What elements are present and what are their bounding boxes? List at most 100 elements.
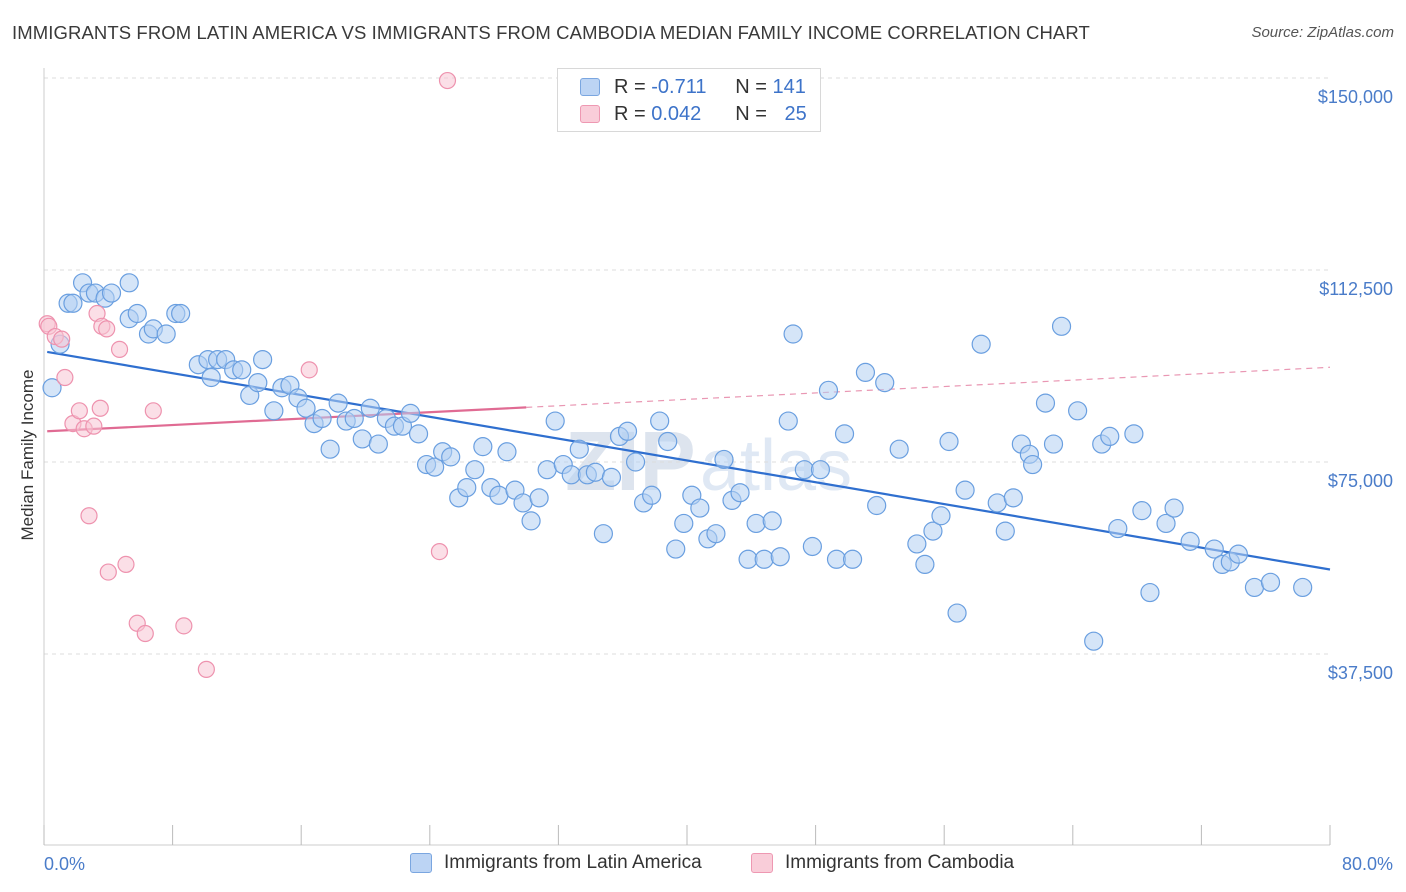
point-latin-america bbox=[987, 493, 1007, 513]
point-latin-america bbox=[1068, 401, 1088, 421]
stats-legend: R = -0.711 N = 141 R = 0.042 N = 25 bbox=[557, 68, 821, 132]
chart-title: IMMIGRANTS FROM LATIN AMERICA VS IMMIGRA… bbox=[12, 22, 1090, 43]
point-cambodia bbox=[80, 507, 98, 525]
point-latin-america bbox=[1260, 572, 1281, 592]
point-latin-america bbox=[101, 283, 122, 303]
y-axis-title: Median Family Income bbox=[18, 369, 37, 540]
point-latin-america bbox=[738, 549, 758, 569]
point-latin-america bbox=[971, 334, 991, 354]
axes bbox=[43, 68, 1331, 846]
point-latin-america bbox=[1108, 518, 1128, 539]
point-latin-america bbox=[441, 447, 461, 467]
point-cambodia bbox=[144, 402, 162, 420]
point-cambodia bbox=[438, 71, 457, 90]
point-latin-america bbox=[794, 460, 814, 480]
series-legend-latin-america: Immigrants from Latin America bbox=[410, 852, 702, 874]
source-credit: Source: ZipAtlas.com bbox=[1251, 24, 1394, 41]
point-latin-america bbox=[826, 549, 847, 569]
point-latin-america bbox=[489, 485, 509, 505]
point-latin-america bbox=[642, 485, 662, 505]
point-latin-america bbox=[1204, 539, 1224, 559]
trend-line-cambodia bbox=[47, 406, 527, 433]
series-legend: Immigrants from Latin America Immigrants… bbox=[0, 852, 1406, 878]
point-latin-america bbox=[232, 360, 252, 380]
point-cambodia bbox=[99, 563, 117, 581]
point-latin-america bbox=[248, 373, 268, 393]
point-latin-america bbox=[63, 293, 83, 313]
point-cambodia bbox=[53, 330, 71, 348]
point-cambodia bbox=[430, 542, 449, 561]
point-latin-america bbox=[810, 460, 831, 480]
point-latin-america bbox=[457, 478, 477, 498]
point-latin-america bbox=[650, 411, 670, 431]
point-latin-america bbox=[1164, 498, 1184, 518]
point-latin-america bbox=[947, 603, 967, 623]
point-latin-america bbox=[931, 506, 951, 526]
point-latin-america bbox=[368, 434, 388, 454]
point-latin-america bbox=[561, 465, 581, 485]
tick-labels: $37,500 $75,000 $112,500 $150,000 0.0% 80.0% bbox=[44, 87, 1393, 874]
point-cambodia bbox=[117, 555, 135, 574]
point-latin-america bbox=[658, 431, 678, 452]
legend-r-value: 0.042 bbox=[651, 102, 702, 125]
point-latin-america bbox=[617, 421, 638, 441]
point-latin-america bbox=[867, 495, 887, 516]
point-latin-america bbox=[783, 324, 803, 344]
point-latin-america bbox=[995, 521, 1015, 541]
point-latin-america bbox=[1124, 424, 1144, 444]
point-latin-america bbox=[875, 373, 895, 393]
point-latin-america bbox=[513, 493, 533, 513]
point-latin-america bbox=[1043, 434, 1064, 454]
point-latin-america bbox=[156, 324, 176, 344]
point-latin-america bbox=[473, 437, 493, 457]
y-tick-label: $112,500 bbox=[1319, 279, 1393, 299]
legend-n-label: N = bbox=[735, 75, 773, 98]
point-latin-america bbox=[537, 460, 557, 480]
point-latin-america bbox=[1293, 577, 1313, 598]
point-latin-america bbox=[666, 539, 686, 559]
point-latin-america bbox=[360, 398, 380, 418]
point-latin-america bbox=[344, 408, 364, 429]
point-latin-america bbox=[1084, 631, 1104, 651]
point-latin-america bbox=[690, 498, 710, 518]
y-tick-label: $37,500 bbox=[1328, 663, 1393, 683]
point-latin-america bbox=[855, 362, 876, 382]
point-latin-america bbox=[842, 549, 863, 569]
point-latin-america bbox=[545, 411, 565, 431]
point-latin-america bbox=[320, 439, 340, 459]
point-cambodia bbox=[300, 361, 318, 379]
point-latin-america bbox=[770, 547, 790, 567]
point-latin-america bbox=[593, 524, 614, 544]
point-latin-america bbox=[939, 431, 959, 452]
point-cambodia bbox=[98, 320, 116, 338]
legend-r-value: -0.711 bbox=[651, 75, 707, 98]
point-latin-america bbox=[521, 511, 541, 531]
point-latin-america bbox=[889, 439, 909, 459]
point-latin-america bbox=[569, 439, 589, 459]
legend-swatch-pink bbox=[580, 105, 600, 123]
point-latin-america bbox=[746, 513, 766, 534]
point-latin-america bbox=[730, 483, 750, 503]
point-latin-america bbox=[171, 303, 191, 324]
point-latin-america bbox=[264, 401, 284, 421]
point-cambodia bbox=[110, 340, 129, 358]
point-latin-america bbox=[625, 452, 646, 472]
point-cambodia bbox=[197, 660, 215, 678]
y-tick-label: $75,000 bbox=[1328, 471, 1393, 491]
point-latin-america bbox=[42, 378, 62, 398]
point-latin-america bbox=[425, 457, 445, 477]
point-latin-america bbox=[119, 273, 139, 293]
point-latin-america bbox=[706, 524, 726, 544]
point-cambodia bbox=[175, 617, 193, 635]
y-tick-label: $150,000 bbox=[1318, 87, 1393, 107]
legend-n-value: 25 bbox=[784, 102, 807, 125]
point-latin-america bbox=[674, 513, 694, 534]
series-label: Immigrants from Latin America bbox=[444, 852, 702, 873]
legend-r-label: R = bbox=[614, 102, 652, 125]
point-cambodia bbox=[56, 368, 74, 387]
data-points bbox=[38, 71, 1313, 678]
x-tick-label: 80.0% bbox=[1342, 854, 1393, 874]
x-tick-label: 0.0% bbox=[44, 854, 85, 874]
point-latin-america bbox=[1140, 582, 1160, 603]
